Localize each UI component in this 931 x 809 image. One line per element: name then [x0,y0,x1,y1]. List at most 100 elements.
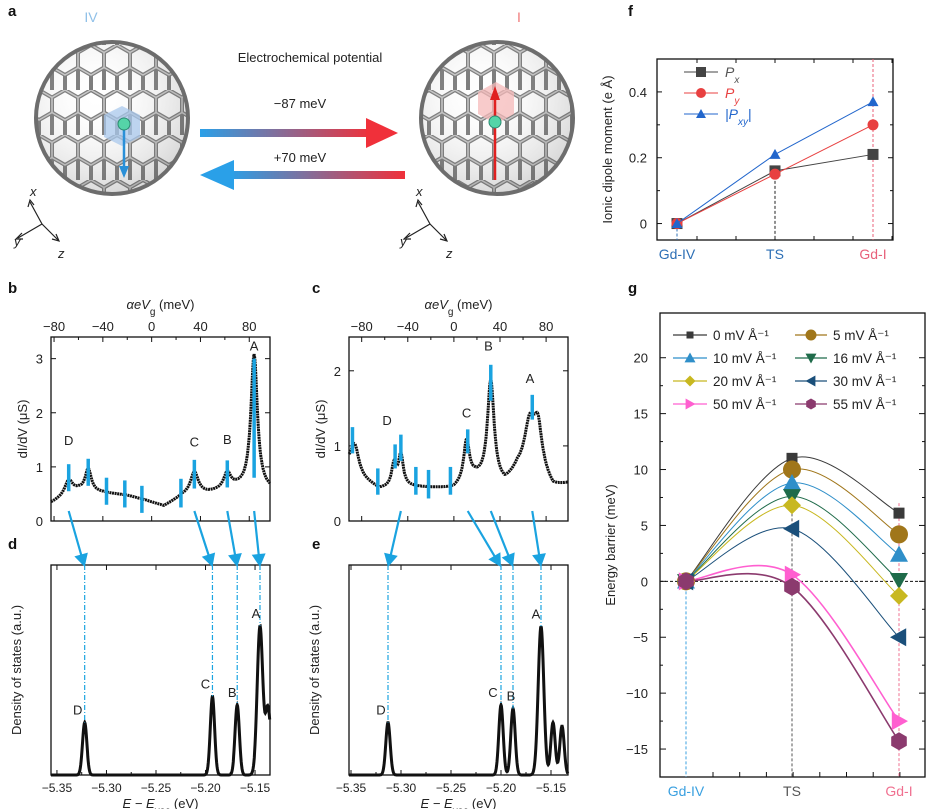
dos-curve [349,625,570,777]
data-point [769,148,781,159]
legend-marker-icon [805,375,816,387]
y-tick-label: 1 [334,439,341,454]
panel-a: IV I Electrochemical potential −87 meV +… [13,9,575,261]
legend-marker-icon [805,329,817,341]
peak-label-B: B [484,339,493,354]
axes-triad-left [14,198,61,242]
y-tick-label: 0.2 [629,151,647,166]
legend-label-main: P [725,85,735,101]
y-tick-label: 5 [641,518,648,533]
y-tick-label: 1 [36,460,43,475]
x-axis-label-sub: g [448,307,454,318]
y-axis-label: Ionic dipole moment (e Å) [600,75,615,223]
legend-label: Py [725,85,740,107]
legend-marker-icon [805,353,817,364]
y-tick-label: −10 [626,686,648,701]
connector-arrowhead-icon [501,552,515,567]
data-point [783,460,801,479]
legend-label: 0 mV Å⁻¹ [713,328,769,343]
connector-line [389,510,402,558]
connector-line [253,510,261,558]
x-tick-label: 80 [242,319,256,334]
x-tick-label: −5.35 [336,781,367,795]
data-point [867,148,879,160]
x-tick-label: −5.20 [190,781,221,795]
legend-label-sub: xy [737,117,749,128]
connector-arrowhead-icon [488,552,501,567]
x-axis-label: αeVg (meV) [127,297,195,318]
x-axis-label-sub: vac [453,806,469,809]
axis-x-label: x [29,184,37,199]
y-tick-label: 10 [634,463,648,478]
x-axis-label: E − Evac (eV) [421,796,497,809]
x-category-label: Gd-I [885,783,912,799]
backward-energy-label: +70 meV [274,150,327,165]
x-tick-label: −5.20 [486,781,517,795]
data-point [890,525,908,544]
peak-label-B: B [223,432,232,447]
legend-marker-icon [684,352,696,363]
connector-line [531,510,541,558]
x-axis-label-main: E − E [123,796,155,809]
x-tick-label: −5.25 [436,781,467,795]
axis-x-label: x [415,184,423,199]
connector-c-e [531,510,546,567]
plot-frame [659,312,926,778]
data-point [890,573,908,590]
y-tick-label: 0 [641,574,648,589]
x-tick-label: 80 [539,319,553,334]
x-category-label: TS [783,783,801,799]
connector-arrowhead-icon [201,552,216,567]
peak-label-B: B [228,685,237,700]
y-tick-label: −15 [626,742,648,757]
connector-line [466,510,497,559]
x-tick-label: −80 [43,319,65,334]
data-point [891,732,907,751]
x-axis-label-main: αeV [127,297,152,312]
y-axis-label: Density of states (a.u.) [9,605,24,735]
connector-arrowhead-icon [251,553,266,567]
chart-panel-c: −80 −40 0 40 80 0 1 2 αeVg (meV) dI/dV (μS) D C B A [313,297,569,529]
peak-label-D: D [64,433,73,448]
y-tick-label: 0 [640,217,647,232]
fullerene-cage-right [419,40,575,196]
gd-atom-icon [117,117,131,131]
x-tick-label: 40 [493,319,507,334]
x-tick-label: −5.35 [42,781,73,795]
legend-marker-icon [696,109,706,118]
y-tick-label: 0 [36,514,43,529]
y-tick-label: 20 [634,351,648,366]
legend-marker-icon [684,375,696,387]
legend-label: 10 mV Å⁻¹ [713,351,777,366]
x-category-label: Gd-IV [659,246,696,262]
connector-arrowhead-icon [384,552,398,567]
peak-label-C: C [488,685,497,700]
panel-label-b: b [8,280,17,297]
backward-arrow-icon [200,160,405,190]
legend-label-suffix: | [748,106,752,122]
fullerene-cage-left [34,40,190,196]
data-point [678,572,694,591]
x-tick-label: −40 [92,319,114,334]
connector-line [193,510,211,558]
data-point [769,168,781,180]
data-point [890,628,907,647]
chart-panel-f: 0 0.2 0.4 Gd-IV TS Gd-I Ionic dipole moment (e… [600,58,894,262]
x-tick-label: −5.15 [536,781,567,795]
forward-energy-label: −87 meV [274,96,327,111]
didv-curve [50,353,272,508]
connector-arrowhead-icon [74,552,88,567]
y-axis-label: Density of states (a.u.) [307,605,322,735]
data-point [783,473,801,491]
connector-line [67,510,83,558]
axis-y-label: y [13,234,22,249]
axis-z-label: z [445,246,453,261]
peak-label-A: A [526,371,535,386]
peak-label-C: C [201,676,210,691]
connector-c-e [466,510,501,567]
chart-panel-g: −15 −10 −5 0 5 10 15 20 Gd-IV TS Gd-I Energy barrie… [603,312,926,799]
legend-marker-icon [696,88,706,98]
x-axis-label-unit: (meV) [453,297,492,312]
chart-panel-d: −5.35 −5.30 −5.25 −5.20 −5.15 E − Evac (eV) De… [9,564,272,809]
peak-label-A: A [252,606,261,621]
